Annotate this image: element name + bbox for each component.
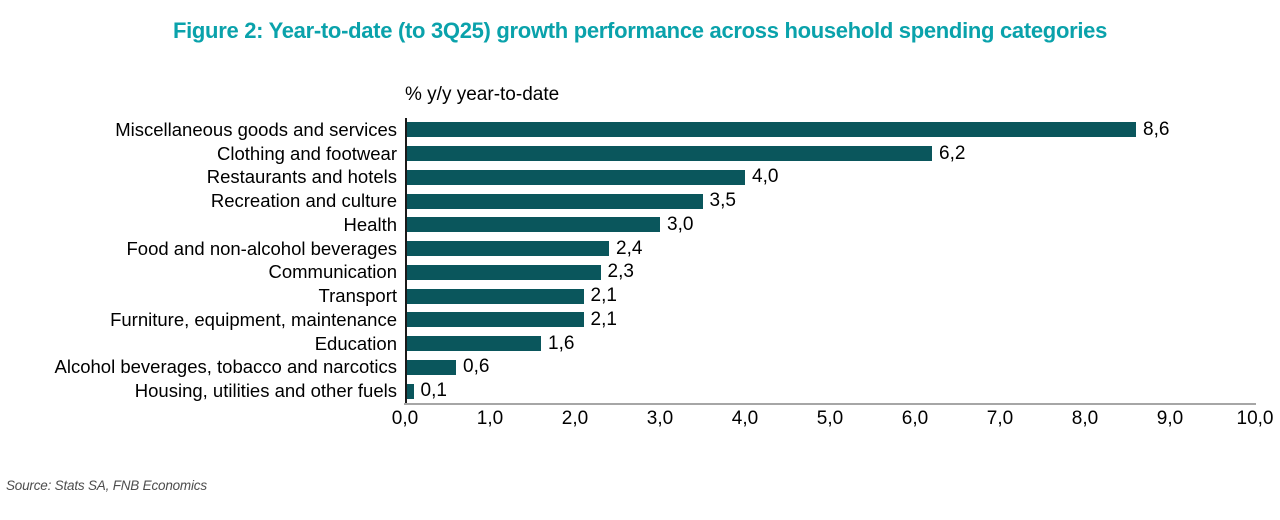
category-label: Recreation and culture (210, 190, 397, 212)
chart-row: Clothing and footwear 6,2 (0, 142, 1280, 166)
bar (405, 264, 601, 280)
category-label: Furniture, equipment, maintenance (110, 308, 397, 330)
x-tick-label: 4,0 (731, 408, 759, 429)
chart-row: Recreation and culture 3,5 (0, 189, 1280, 213)
value-label: 3,5 (709, 190, 736, 212)
bar (405, 383, 414, 399)
chart-row: Communication 2,3 (0, 261, 1280, 285)
bar (405, 122, 1136, 138)
x-tick-label: 1,0 (476, 408, 504, 429)
chart-row: Miscellaneous goods and services 8,6 (0, 118, 1280, 142)
chart-row: Furniture, equipment, maintenance 2,1 (0, 308, 1280, 332)
bar (405, 288, 584, 304)
x-axis-line (404, 403, 1256, 405)
bar (405, 193, 703, 209)
category-label: Housing, utilities and other fuels (134, 380, 397, 402)
source-note: Source: Stats SA, FNB Economics (6, 478, 207, 493)
figure-title: Figure 2: Year-to-date (to 3Q25) growth … (172, 18, 1108, 43)
x-tick-label: 6,0 (901, 408, 929, 429)
chart-row: Housing, utilities and other fuels 0,1 (0, 379, 1280, 403)
value-label: 0,6 (463, 356, 490, 378)
value-label: 4,0 (752, 166, 779, 188)
y-axis-line (405, 118, 407, 404)
x-tick-label: 2,0 (561, 408, 589, 429)
category-label: Health (343, 213, 397, 235)
value-label: 2,1 (590, 308, 617, 330)
x-tick-label: 3,0 (646, 408, 674, 429)
value-label: 6,2 (939, 142, 966, 164)
category-label: Education (314, 332, 397, 354)
bar (405, 359, 456, 375)
chart-row: Food and non-alcohol beverages 2,4 (0, 237, 1280, 261)
chart-row: Transport 2,1 (0, 284, 1280, 308)
bar (405, 146, 932, 162)
bar (405, 241, 609, 257)
category-label: Transport (318, 285, 397, 307)
value-label: 2,4 (616, 237, 643, 259)
category-label: Clothing and footwear (217, 142, 397, 164)
bar (405, 217, 660, 233)
x-tick-label: 10,0 (1236, 408, 1274, 429)
chart-row: Restaurants and hotels 4,0 (0, 166, 1280, 190)
bar (405, 312, 584, 328)
value-label: 2,1 (590, 285, 617, 307)
category-label: Communication (268, 261, 397, 283)
value-label: 8,6 (1143, 118, 1170, 140)
value-label: 0,1 (420, 380, 447, 402)
bar (405, 336, 541, 352)
x-axis-tick-labels: 0,0 1,0 2,0 3,0 4,0 5,0 6,0 7,0 8,0 9,0 10,0 (0, 408, 1280, 432)
x-tick-label: 0,0 (391, 408, 419, 429)
value-label: 2,3 (607, 261, 634, 283)
value-label: 3,0 (667, 213, 694, 235)
chart-row: Alcohol beverages, tobacco and narcotics… (0, 356, 1280, 380)
x-tick-label: 8,0 (1071, 408, 1099, 429)
x-tick-label: 7,0 (986, 408, 1014, 429)
category-label: Food and non-alcohol beverages (126, 237, 398, 259)
bar-rows-container: Miscellaneous goods and services 8,6 Cloth… (0, 118, 1280, 403)
bar (405, 169, 745, 185)
category-label: Miscellaneous goods and services (115, 118, 397, 140)
category-label: Alcohol beverages, tobacco and narcotics (54, 356, 397, 378)
chart-axis-title: % y/y year-to-date (405, 84, 560, 105)
x-tick-label: 9,0 (1156, 408, 1184, 429)
x-tick-label: 5,0 (816, 408, 844, 429)
chart-row: Education 1,6 (0, 332, 1280, 356)
category-label: Restaurants and hotels (206, 166, 397, 188)
value-label: 1,6 (548, 332, 575, 354)
chart-row: Health 3,0 (0, 213, 1280, 237)
